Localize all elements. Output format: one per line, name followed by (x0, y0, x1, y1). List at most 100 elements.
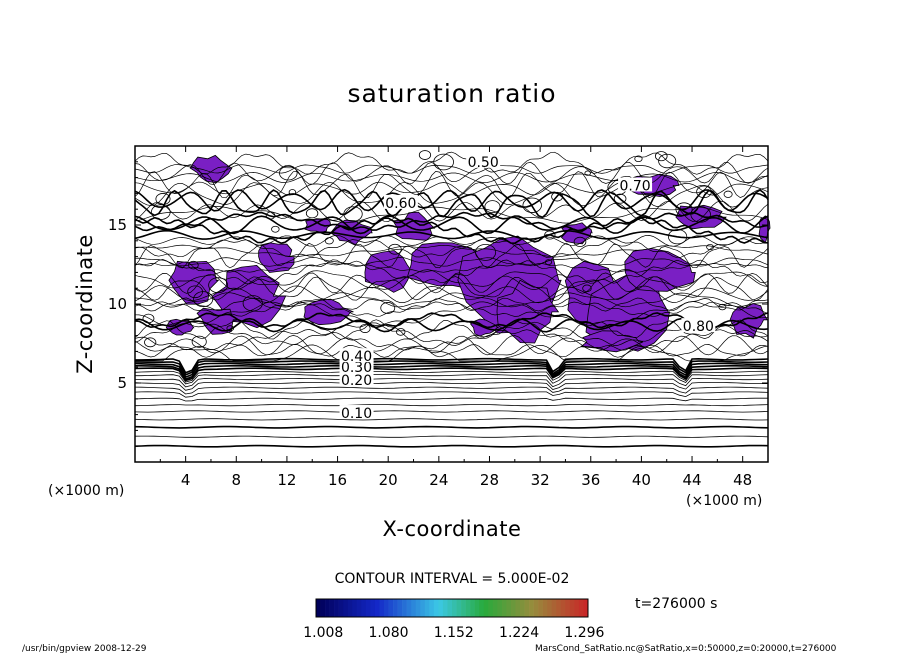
contour-loop (723, 190, 733, 198)
x-tick-label: 40 (632, 471, 651, 489)
contour-line (135, 365, 769, 381)
contour-label: 0.80 (683, 319, 714, 335)
colorbar-segment (506, 599, 512, 617)
supersaturation-region (729, 303, 768, 339)
contour-line (134, 301, 769, 327)
x-tick-label: 12 (277, 471, 296, 489)
contour-loop (544, 259, 552, 266)
x-axis-label: X-coordinate (383, 517, 522, 541)
contour-loop (150, 204, 171, 220)
contour-label-bg (339, 359, 374, 374)
contour-line (134, 181, 769, 196)
colorbar-segment (510, 599, 516, 617)
colorbar-segment (393, 599, 398, 617)
contour-loop (718, 303, 727, 311)
x-unit-label-right: (×1000 m) (686, 493, 762, 509)
y-tick-label: 5 (117, 374, 127, 392)
contour-loop (226, 325, 235, 332)
contour-line (134, 321, 769, 346)
contour-lines (134, 150, 769, 448)
colorbar-segment (497, 599, 503, 617)
contour-line (134, 244, 769, 258)
x-tick-label: 44 (682, 471, 701, 489)
supersaturation-region (624, 248, 696, 292)
contour-label: 0.60 (385, 196, 416, 212)
contour-line (134, 171, 769, 199)
colorbar-segment (384, 599, 389, 617)
contour-loop (279, 165, 298, 181)
colorbar-segment (365, 599, 371, 617)
contour-line (134, 172, 769, 183)
colorbar-segment (356, 599, 362, 617)
contour-label: 0.10 (341, 406, 372, 422)
contour-loop (142, 313, 155, 324)
contour-line (134, 297, 769, 312)
supersaturation-regions (165, 154, 771, 353)
contour-loop (484, 200, 501, 214)
colorbar-segment (415, 599, 421, 617)
time-label: t=276000 s (635, 596, 717, 612)
colorbar-segment (438, 599, 444, 617)
contour-line (134, 377, 769, 388)
colorbar-segment (424, 599, 430, 617)
contour-loop (573, 236, 587, 247)
contour-loop (144, 337, 157, 348)
colorbar-segment (542, 599, 548, 617)
contour-label: 0.20 (341, 373, 372, 389)
colorbar-segment (452, 599, 457, 617)
contour-line (134, 391, 769, 398)
colorbar-segment (343, 599, 349, 617)
contour-label: 0.30 (341, 360, 372, 376)
colorbar-segment (474, 599, 480, 617)
colorbar-segment (483, 599, 489, 617)
colorbar-segment (320, 599, 326, 617)
colorbar-segment (420, 599, 426, 617)
colorbar-segment (492, 599, 498, 617)
x-tick-label: 24 (429, 471, 448, 489)
colorbar-frame (315, 598, 589, 618)
contour-loop (613, 193, 627, 204)
x-axis-ticks: 4 8 12 16 20 24 28 32 36 40 44 48 (159, 146, 752, 489)
colorbar-segment (406, 599, 412, 617)
colorbar-segment (429, 599, 435, 617)
colorbar-segment (529, 599, 534, 617)
contour-loop (433, 153, 454, 171)
contour-line (134, 362, 769, 379)
contour-line (134, 367, 769, 382)
colorbar-segment (524, 599, 530, 617)
y-tick-label: 10 (108, 295, 127, 313)
colorbar-segment (520, 599, 525, 617)
contour-line (135, 357, 769, 374)
contour-loop (305, 208, 319, 219)
contour-loop (242, 295, 263, 312)
contour-line (134, 444, 769, 448)
contour-loop (396, 328, 406, 336)
contour-loop (388, 243, 402, 255)
contour-line (134, 301, 769, 318)
x-tick-label: 20 (379, 471, 398, 489)
colorbar-segment (533, 599, 539, 617)
colorbar (315, 598, 589, 618)
y-axis-label: Z-coordinate (73, 234, 97, 374)
chart-title: saturation ratio (347, 79, 556, 108)
contour-line (134, 188, 769, 212)
contour-loop (324, 237, 334, 245)
colorbar-segment (574, 599, 580, 617)
contour-line (134, 181, 769, 208)
contour-loop (475, 243, 497, 261)
contour-line (134, 404, 769, 407)
colorbar-segment (538, 599, 543, 617)
contour-line (134, 216, 769, 245)
contour-line (134, 329, 769, 351)
colorbar-segment (551, 599, 557, 617)
contour-line (134, 161, 769, 185)
contour-line (134, 238, 769, 259)
x-tick-label: 8 (232, 471, 242, 489)
contour-loop (551, 191, 563, 202)
contour-line (134, 242, 769, 269)
contour-loop (188, 260, 199, 270)
colorbar-segment (379, 599, 385, 617)
colorbar-segment (470, 599, 475, 617)
x-tick-label: 32 (531, 471, 550, 489)
colorbar-segment (461, 599, 466, 617)
